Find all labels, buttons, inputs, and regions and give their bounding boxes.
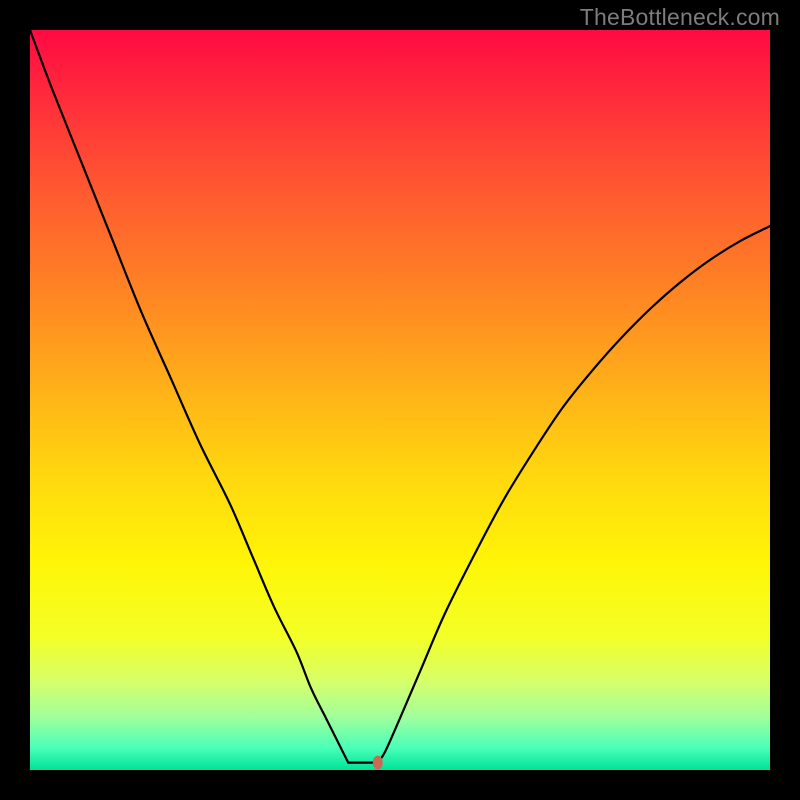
curve-right-branch	[378, 226, 770, 763]
watermark-text: TheBottleneck.com	[580, 4, 780, 31]
curve-left-branch	[30, 30, 348, 763]
chart-stage: TheBottleneck.com	[0, 0, 800, 800]
optimum-marker	[373, 756, 383, 770]
plot-area	[30, 30, 770, 770]
bottleneck-curve	[30, 30, 770, 770]
